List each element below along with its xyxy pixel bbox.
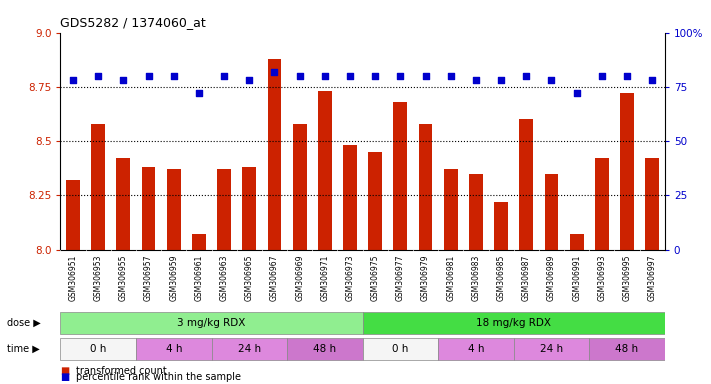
Text: GSM306989: GSM306989 <box>547 254 556 301</box>
Point <box>520 73 532 79</box>
Bar <box>141 167 156 250</box>
Bar <box>66 180 80 250</box>
Point <box>168 73 179 79</box>
Text: GSM306991: GSM306991 <box>572 254 581 301</box>
Bar <box>318 91 332 250</box>
Text: GSM306985: GSM306985 <box>496 254 506 301</box>
Text: percentile rank within the sample: percentile rank within the sample <box>76 372 241 382</box>
Text: GSM306957: GSM306957 <box>144 254 153 301</box>
Point <box>193 90 205 96</box>
Text: 0 h: 0 h <box>90 344 107 354</box>
Point <box>420 73 432 79</box>
Text: GSM306979: GSM306979 <box>421 254 430 301</box>
Bar <box>589 338 665 360</box>
Text: GSM306953: GSM306953 <box>94 254 102 301</box>
Bar <box>167 169 181 250</box>
Bar <box>419 124 432 250</box>
Bar <box>545 174 558 250</box>
Text: GSM306955: GSM306955 <box>119 254 128 301</box>
Text: ■: ■ <box>60 366 70 376</box>
Bar <box>368 152 382 250</box>
Bar <box>514 338 589 360</box>
Text: 3 mg/kg RDX: 3 mg/kg RDX <box>177 318 246 328</box>
Bar <box>117 159 130 250</box>
Bar <box>595 159 609 250</box>
Bar <box>192 234 206 250</box>
Bar <box>60 338 136 360</box>
Point <box>571 90 582 96</box>
Text: GSM306971: GSM306971 <box>321 254 329 301</box>
Text: GSM306987: GSM306987 <box>522 254 531 301</box>
Point <box>244 77 255 83</box>
Bar <box>287 338 363 360</box>
Text: 48 h: 48 h <box>616 344 638 354</box>
Text: 0 h: 0 h <box>392 344 409 354</box>
Text: GSM306965: GSM306965 <box>245 254 254 301</box>
Bar <box>136 338 212 360</box>
Point <box>269 69 280 75</box>
Point <box>68 77 79 83</box>
Point <box>218 73 230 79</box>
Bar <box>646 159 659 250</box>
Text: ■: ■ <box>60 372 70 382</box>
Text: GSM306995: GSM306995 <box>623 254 631 301</box>
Bar <box>438 338 514 360</box>
Text: GSM306993: GSM306993 <box>597 254 606 301</box>
Point <box>344 73 356 79</box>
Bar <box>212 338 287 360</box>
Bar <box>469 174 483 250</box>
Point <box>92 73 104 79</box>
Text: GSM306967: GSM306967 <box>270 254 279 301</box>
Point <box>395 73 406 79</box>
Point <box>646 77 658 83</box>
Bar <box>494 202 508 250</box>
Bar <box>570 234 584 250</box>
Bar <box>217 169 231 250</box>
Bar <box>293 124 306 250</box>
Text: 4 h: 4 h <box>468 344 484 354</box>
Bar <box>267 59 282 250</box>
Bar <box>444 169 458 250</box>
Text: dose ▶: dose ▶ <box>7 318 41 328</box>
Bar <box>363 311 665 334</box>
Text: GSM306997: GSM306997 <box>648 254 657 301</box>
Point <box>546 77 557 83</box>
Text: GSM306977: GSM306977 <box>396 254 405 301</box>
Bar <box>91 124 105 250</box>
Point <box>496 77 507 83</box>
Text: GSM306961: GSM306961 <box>194 254 203 301</box>
Bar <box>519 119 533 250</box>
Bar <box>393 102 407 250</box>
Text: 24 h: 24 h <box>540 344 563 354</box>
Point <box>143 73 154 79</box>
Text: GSM306959: GSM306959 <box>169 254 178 301</box>
Point <box>445 73 456 79</box>
Bar <box>620 93 634 250</box>
Point <box>319 73 331 79</box>
Text: 18 mg/kg RDX: 18 mg/kg RDX <box>476 318 551 328</box>
Point <box>470 77 481 83</box>
Text: GSM306973: GSM306973 <box>346 254 355 301</box>
Text: 4 h: 4 h <box>166 344 182 354</box>
Text: 48 h: 48 h <box>314 344 336 354</box>
Text: time ▶: time ▶ <box>7 344 40 354</box>
Text: GSM306969: GSM306969 <box>295 254 304 301</box>
Text: GSM306983: GSM306983 <box>471 254 481 301</box>
Point <box>596 73 607 79</box>
Text: 24 h: 24 h <box>237 344 261 354</box>
Bar <box>363 338 438 360</box>
Bar <box>242 167 256 250</box>
Bar <box>343 146 357 250</box>
Point <box>118 77 129 83</box>
Bar <box>60 311 363 334</box>
Point <box>294 73 305 79</box>
Point <box>370 73 381 79</box>
Point <box>621 73 633 79</box>
Text: transformed count: transformed count <box>76 366 167 376</box>
Text: GDS5282 / 1374060_at: GDS5282 / 1374060_at <box>60 16 206 29</box>
Text: GSM306951: GSM306951 <box>68 254 77 301</box>
Text: GSM306963: GSM306963 <box>220 254 229 301</box>
Text: GSM306975: GSM306975 <box>370 254 380 301</box>
Text: GSM306981: GSM306981 <box>447 254 455 301</box>
